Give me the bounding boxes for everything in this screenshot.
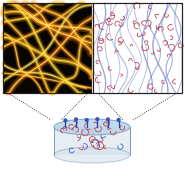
Bar: [3, 3, 182, 93]
Circle shape: [85, 118, 88, 122]
Ellipse shape: [54, 119, 130, 135]
Circle shape: [74, 118, 78, 121]
Polygon shape: [54, 127, 130, 155]
Bar: [93, 3, 182, 93]
Circle shape: [117, 118, 120, 122]
Circle shape: [64, 119, 67, 122]
Bar: [3, 3, 91, 93]
Circle shape: [95, 117, 99, 121]
Ellipse shape: [54, 147, 130, 163]
Circle shape: [106, 118, 110, 121]
Polygon shape: [54, 127, 130, 155]
